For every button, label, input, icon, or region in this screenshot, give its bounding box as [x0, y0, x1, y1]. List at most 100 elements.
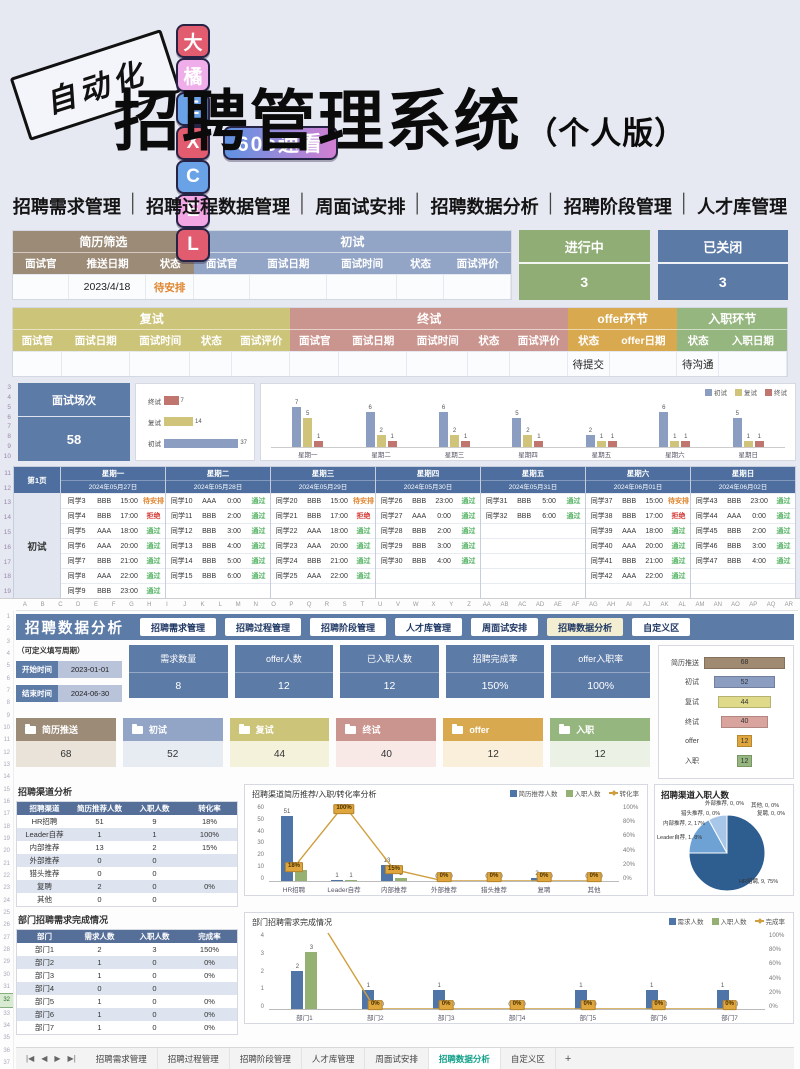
row-number[interactable]: 3: [7, 384, 11, 392]
row-number[interactable]: 4: [6, 651, 10, 658]
row-number[interactable]: 30: [3, 971, 10, 978]
row-number[interactable]: 19: [3, 588, 11, 596]
row-number[interactable]: 15: [3, 529, 11, 537]
nav-button[interactable]: 招聘阶段管理: [310, 618, 387, 636]
row-number[interactable]: 28: [3, 947, 10, 954]
row-number[interactable]: 18: [3, 823, 10, 830]
sheet-nav-arrow[interactable]: ▶: [54, 1054, 61, 1063]
nav-button[interactable]: 人才库管理: [395, 618, 463, 636]
row-number[interactable]: 2: [6, 626, 10, 633]
nav-button[interactable]: 招聘数据分析: [547, 618, 624, 636]
column-header[interactable]: W: [412, 602, 419, 608]
row-number[interactable]: 17: [3, 558, 11, 566]
row-number[interactable]: 23: [3, 885, 10, 892]
column-header[interactable]: AO: [731, 602, 740, 608]
row-number[interactable]: 7: [6, 688, 10, 695]
column-header[interactable]: T: [360, 602, 365, 608]
row-number[interactable]: 32: [0, 993, 13, 1008]
row-number[interactable]: 16: [3, 543, 11, 551]
row-number[interactable]: 33: [3, 1010, 10, 1017]
row-number[interactable]: 6: [6, 675, 10, 682]
column-header[interactable]: P: [289, 602, 294, 608]
row-number[interactable]: 14: [3, 774, 10, 781]
row-number[interactable]: 17: [3, 811, 10, 818]
column-header[interactable]: AA: [482, 602, 491, 608]
sheet-tab[interactable]: 周面试安排: [365, 1048, 429, 1069]
row-number[interactable]: 21: [3, 860, 10, 867]
row-number[interactable]: 1: [6, 614, 10, 621]
sheet-tab[interactable]: 招聘阶段管理: [230, 1048, 302, 1069]
sheet-nav-arrow[interactable]: ▶|: [67, 1054, 76, 1063]
column-header[interactable]: S: [342, 602, 347, 608]
row-number[interactable]: 13: [3, 499, 11, 507]
column-header[interactable]: D: [76, 602, 81, 608]
row-number[interactable]: 27: [3, 934, 10, 941]
column-header[interactable]: AP: [749, 602, 758, 608]
sheet-nav-arrow[interactable]: |◀: [26, 1054, 35, 1063]
column-header[interactable]: AJ: [643, 602, 651, 608]
column-header[interactable]: AQ: [766, 602, 776, 608]
column-header[interactable]: AM: [695, 602, 705, 608]
row-number[interactable]: 10: [3, 725, 10, 732]
column-header[interactable]: AI: [626, 602, 632, 608]
row-number[interactable]: 11: [3, 737, 10, 744]
row-number[interactable]: 14: [3, 514, 11, 522]
row-number[interactable]: 8: [6, 700, 10, 707]
column-header[interactable]: AE: [553, 602, 562, 608]
row-number[interactable]: 29: [3, 959, 10, 966]
column-header[interactable]: C: [58, 602, 63, 608]
column-header[interactable]: X: [431, 602, 436, 608]
column-header[interactable]: AD: [535, 602, 545, 608]
column-header[interactable]: F: [111, 602, 116, 608]
row-number[interactable]: 18: [3, 573, 11, 581]
column-header[interactable]: AG: [589, 602, 598, 608]
row-number[interactable]: 12: [3, 484, 11, 492]
row-number[interactable]: 36: [3, 1047, 10, 1054]
column-header[interactable]: G: [129, 602, 134, 608]
nav-button[interactable]: 自定义区: [632, 618, 691, 636]
nav-button[interactable]: 周面试安排: [471, 618, 539, 636]
column-header[interactable]: AN: [713, 602, 722, 608]
row-number[interactable]: 25: [3, 910, 10, 917]
sheet-tab[interactable]: 自定义区: [501, 1048, 556, 1069]
column-header[interactable]: E: [93, 602, 98, 608]
column-header[interactable]: H: [147, 602, 152, 608]
column-header[interactable]: I: [166, 602, 168, 608]
nav-button[interactable]: 招聘需求管理: [140, 618, 217, 636]
column-header[interactable]: K: [200, 602, 205, 608]
column-header[interactable]: Y: [449, 602, 454, 608]
column-header[interactable]: B: [40, 602, 45, 608]
column-header[interactable]: AR: [784, 602, 793, 608]
row-number[interactable]: 4: [7, 394, 11, 402]
row-number[interactable]: 12: [3, 749, 10, 756]
row-number[interactable]: 15: [3, 786, 10, 793]
sheet-tab[interactable]: 招聘数据分析: [428, 1048, 501, 1069]
sheet-tab[interactable]: 招聘过程管理: [158, 1048, 230, 1069]
add-sheet-button[interactable]: +: [564, 1052, 572, 1065]
nav-button[interactable]: 招聘过程管理: [225, 618, 302, 636]
row-number[interactable]: 7: [7, 423, 11, 431]
column-header[interactable]: N: [253, 602, 258, 608]
row-number[interactable]: 20: [3, 848, 10, 855]
row-number[interactable]: 24: [3, 897, 10, 904]
column-header[interactable]: Z: [467, 602, 471, 608]
row-number[interactable]: 8: [7, 433, 11, 441]
column-header[interactable]: AC: [518, 602, 527, 608]
row-number[interactable]: 19: [3, 836, 10, 843]
column-header[interactable]: J: [183, 602, 187, 608]
column-header[interactable]: O: [271, 602, 276, 608]
row-number[interactable]: 9: [6, 712, 10, 719]
row-number[interactable]: 5: [6, 663, 10, 670]
column-header[interactable]: R: [324, 602, 330, 608]
column-header[interactable]: AK: [660, 602, 669, 608]
column-header[interactable]: AB: [500, 602, 509, 608]
column-header[interactable]: AF: [571, 602, 580, 608]
column-header[interactable]: V: [395, 602, 400, 608]
row-number[interactable]: 11: [4, 469, 11, 477]
row-number[interactable]: 13: [3, 762, 10, 769]
column-header[interactable]: AL: [678, 602, 686, 608]
row-number[interactable]: 34: [3, 1022, 10, 1029]
column-header[interactable]: A: [22, 602, 27, 608]
sheet-tab[interactable]: 招聘需求管理: [86, 1048, 158, 1069]
column-header[interactable]: M: [235, 602, 241, 608]
